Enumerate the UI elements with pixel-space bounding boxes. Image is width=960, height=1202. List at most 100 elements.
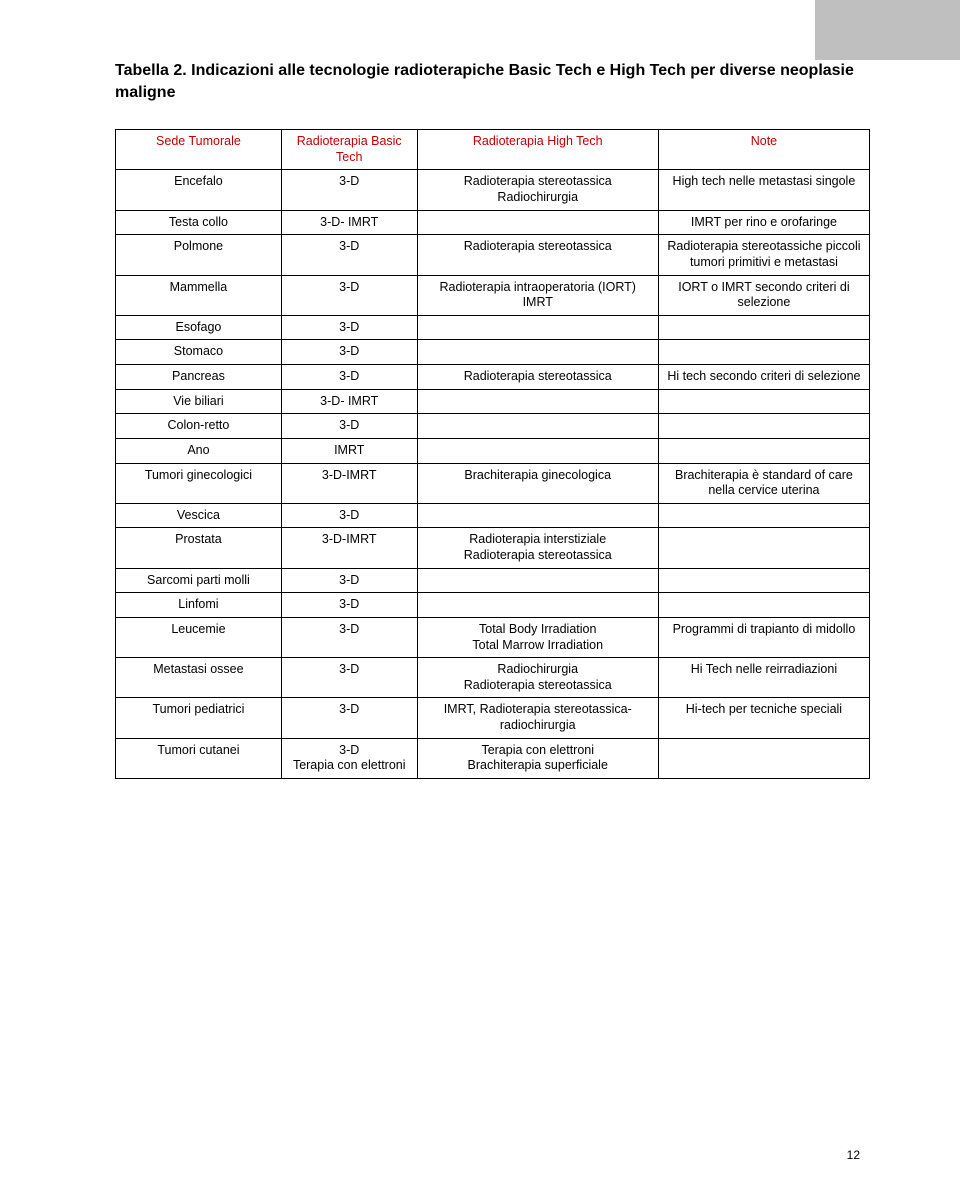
table-row: Leucemie3-DTotal Body IrradiationTotal M… bbox=[116, 617, 870, 657]
table-row: Colon-retto3-D bbox=[116, 414, 870, 439]
cell-note bbox=[658, 340, 869, 365]
cell-note: Hi-tech per tecniche speciali bbox=[658, 698, 869, 738]
cell-high bbox=[417, 414, 658, 439]
cell-basic: 3-D bbox=[281, 568, 417, 593]
cell-note: Radioterapia stereotassiche piccoli tumo… bbox=[658, 235, 869, 275]
cell-note bbox=[658, 593, 869, 618]
table-body: Encefalo3-DRadioterapia stereotassicaRad… bbox=[116, 170, 870, 779]
cell-note bbox=[658, 414, 869, 439]
table-row: Esofago3-D bbox=[116, 315, 870, 340]
cell-basic: 3-D bbox=[281, 414, 417, 439]
indications-table: Sede Tumorale Radioterapia Basic Tech Ra… bbox=[115, 129, 870, 779]
header-high: Radioterapia High Tech bbox=[417, 130, 658, 170]
cell-sede: Vie biliari bbox=[116, 389, 282, 414]
cell-high bbox=[417, 503, 658, 528]
cell-basic: 3-D bbox=[281, 698, 417, 738]
cell-note: Brachiterapia è standard of care nella c… bbox=[658, 463, 869, 503]
cell-basic: 3-DTerapia con elettroni bbox=[281, 738, 417, 778]
cell-note bbox=[658, 568, 869, 593]
table-row: Sarcomi parti molli3-D bbox=[116, 568, 870, 593]
table-row: Tumori cutanei3-DTerapia con elettroniTe… bbox=[116, 738, 870, 778]
cell-high bbox=[417, 315, 658, 340]
table-caption: Tabella 2. Indicazioni alle tecnologie r… bbox=[115, 60, 870, 103]
cell-sede: Metastasi ossee bbox=[116, 658, 282, 698]
table-row: AnoIMRT bbox=[116, 438, 870, 463]
cell-basic: 3-D bbox=[281, 170, 417, 210]
cell-note: Hi tech secondo criteri di selezione bbox=[658, 365, 869, 390]
cell-sede: Testa collo bbox=[116, 210, 282, 235]
cell-sede: Polmone bbox=[116, 235, 282, 275]
cell-note bbox=[658, 738, 869, 778]
cell-sede: Tumori pediatrici bbox=[116, 698, 282, 738]
table-row: Vie biliari3-D- IMRT bbox=[116, 389, 870, 414]
table-row: Stomaco3-D bbox=[116, 340, 870, 365]
cell-high: Radioterapia stereotassica bbox=[417, 235, 658, 275]
table-row: Vescica3-D bbox=[116, 503, 870, 528]
cell-note bbox=[658, 503, 869, 528]
cell-basic: 3-D bbox=[281, 340, 417, 365]
table-row: Pancreas3-DRadioterapia stereotassicaHi … bbox=[116, 365, 870, 390]
page-corner-shade bbox=[815, 0, 960, 60]
cell-sede: Esofago bbox=[116, 315, 282, 340]
table-row: Testa collo3-D- IMRT IMRT per rino e orof… bbox=[116, 210, 870, 235]
cell-high bbox=[417, 593, 658, 618]
cell-basic: 3-D bbox=[281, 235, 417, 275]
cell-basic: 3-D-IMRT bbox=[281, 463, 417, 503]
cell-sede: Leucemie bbox=[116, 617, 282, 657]
cell-note: Programmi di trapianto di midollo bbox=[658, 617, 869, 657]
cell-note: IORT o IMRT secondo criteri di selezione bbox=[658, 275, 869, 315]
cell-note bbox=[658, 315, 869, 340]
document-page: Tabella 2. Indicazioni alle tecnologie r… bbox=[0, 0, 960, 1202]
cell-sede: Tumori ginecologici bbox=[116, 463, 282, 503]
cell-note bbox=[658, 389, 869, 414]
table-row: Polmone3-DRadioterapia stereotassicaRadi… bbox=[116, 235, 870, 275]
cell-sede: Linfomi bbox=[116, 593, 282, 618]
cell-high: Radioterapia intraoperatoria (IORT)IMRT bbox=[417, 275, 658, 315]
cell-sede: Sarcomi parti molli bbox=[116, 568, 282, 593]
cell-high: Total Body IrradiationTotal Marrow Irrad… bbox=[417, 617, 658, 657]
cell-sede: Tumori cutanei bbox=[116, 738, 282, 778]
table-row: Encefalo3-DRadioterapia stereotassicaRad… bbox=[116, 170, 870, 210]
cell-basic: 3-D- IMRT bbox=[281, 389, 417, 414]
cell-basic: 3-D bbox=[281, 365, 417, 390]
table-row: Tumori pediatrici3-DIMRT, Radioterapia s… bbox=[116, 698, 870, 738]
cell-high: IMRT, Radioterapia stereotassica- radioc… bbox=[417, 698, 658, 738]
cell-high: Brachiterapia ginecologica bbox=[417, 463, 658, 503]
cell-high: Radioterapia stereotassicaRadiochirurgia bbox=[417, 170, 658, 210]
cell-sede: Prostata bbox=[116, 528, 282, 568]
page-number: 12 bbox=[847, 1148, 860, 1162]
cell-basic: 3-D- IMRT bbox=[281, 210, 417, 235]
table-row: Metastasi ossee3-DRadiochirurgiaRadioter… bbox=[116, 658, 870, 698]
cell-high: Radioterapia interstizialeRadioterapia s… bbox=[417, 528, 658, 568]
cell-note: High tech nelle metastasi singole bbox=[658, 170, 869, 210]
cell-sede: Encefalo bbox=[116, 170, 282, 210]
cell-basic: 3-D-IMRT bbox=[281, 528, 417, 568]
table-row: Prostata3-D-IMRTRadioterapia interstizia… bbox=[116, 528, 870, 568]
cell-basic: 3-D bbox=[281, 315, 417, 340]
cell-high: Terapia con elettroniBrachiterapia super… bbox=[417, 738, 658, 778]
table-row: Linfomi3-D bbox=[116, 593, 870, 618]
cell-sede: Vescica bbox=[116, 503, 282, 528]
cell-high bbox=[417, 568, 658, 593]
cell-basic: IMRT bbox=[281, 438, 417, 463]
cell-high: RadiochirurgiaRadioterapia stereotassica bbox=[417, 658, 658, 698]
cell-note bbox=[658, 528, 869, 568]
table-row: Tumori ginecologici3-D-IMRTBrachiterapia… bbox=[116, 463, 870, 503]
cell-note: IMRT per rino e orofaringe bbox=[658, 210, 869, 235]
cell-note: Hi Tech nelle reirradiazioni bbox=[658, 658, 869, 698]
cell-basic: 3-D bbox=[281, 658, 417, 698]
header-sede: Sede Tumorale bbox=[116, 130, 282, 170]
table-row: Mammella3-DRadioterapia intraoperatoria … bbox=[116, 275, 870, 315]
cell-basic: 3-D bbox=[281, 275, 417, 315]
table-header: Sede Tumorale Radioterapia Basic Tech Ra… bbox=[116, 130, 870, 170]
cell-high bbox=[417, 389, 658, 414]
header-basic: Radioterapia Basic Tech bbox=[281, 130, 417, 170]
cell-sede: Colon-retto bbox=[116, 414, 282, 439]
cell-basic: 3-D bbox=[281, 593, 417, 618]
cell-high bbox=[417, 340, 658, 365]
cell-sede: Mammella bbox=[116, 275, 282, 315]
cell-basic: 3-D bbox=[281, 503, 417, 528]
cell-basic: 3-D bbox=[281, 617, 417, 657]
cell-note bbox=[658, 438, 869, 463]
header-note: Note bbox=[658, 130, 869, 170]
